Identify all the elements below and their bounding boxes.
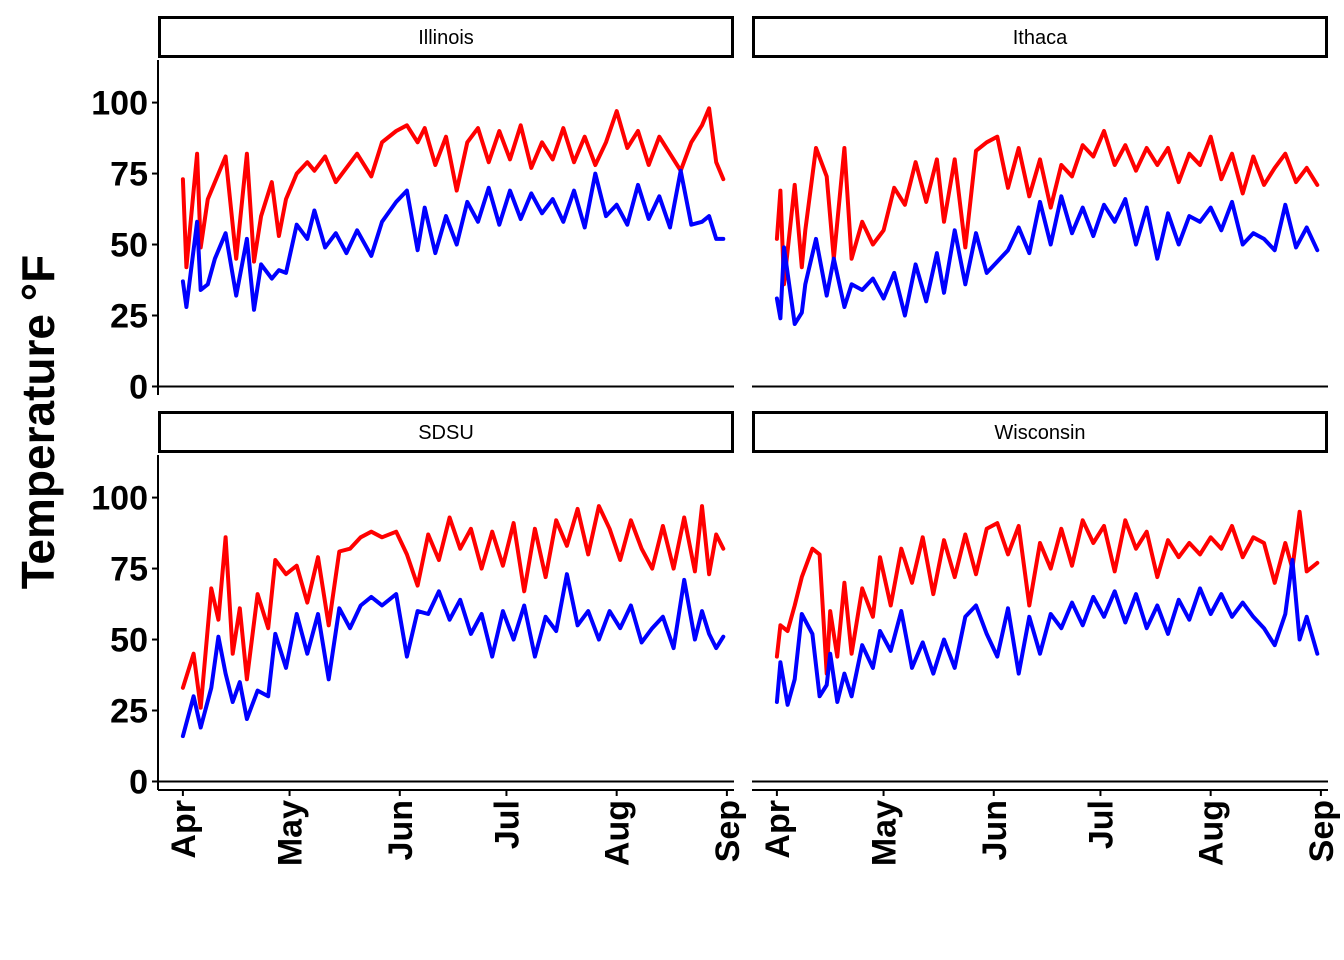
panel-title: Wisconsin <box>994 422 1085 444</box>
panel-strip <box>752 16 1328 58</box>
y-tick-label: 50 <box>110 622 148 660</box>
x-tick-label: Aug <box>1193 800 1231 866</box>
y-tick-label: 100 <box>91 480 148 518</box>
x-tick-label: Jun <box>382 800 420 860</box>
y-tick-label: 75 <box>110 156 148 194</box>
x-tick-label: Jun <box>976 800 1014 860</box>
y-tick-label: 50 <box>110 227 148 265</box>
panel-sdsu: SDSU 0 25 50 75 100 Apr May Jun Jul Aug Sep <box>91 411 747 866</box>
series-line-max <box>774 509 1320 676</box>
series-line-min <box>180 168 726 312</box>
y-tick-label: 100 <box>91 85 148 123</box>
x-tick-label: Jul <box>1082 800 1120 849</box>
panel-title: Illinois <box>418 27 474 49</box>
x-tick-label: Sep <box>709 800 747 862</box>
series-line-max <box>180 504 726 710</box>
x-tick-label: May <box>272 800 310 866</box>
y-tick-label: 0 <box>129 368 148 406</box>
series-line-min <box>774 558 1320 707</box>
x-tick-label: Jul <box>488 800 526 849</box>
panel-ithaca: Ithaca <box>752 16 1328 388</box>
y-tick-label: 0 <box>129 763 148 801</box>
y-tick-label: 25 <box>110 298 148 336</box>
panel-illinois: Illinois 0 25 50 75 100 <box>91 16 734 406</box>
x-tick-label: Aug <box>599 800 637 866</box>
panel-strip <box>158 411 734 453</box>
panel-title: Ithaca <box>1013 27 1068 49</box>
y-axis-label: Temperature °F <box>12 255 64 590</box>
panel-wisconsin: Wisconsin Apr May Jun Jul Aug Sep <box>752 411 1341 866</box>
x-tick-label: May <box>866 800 904 866</box>
series-line-min <box>774 194 1320 326</box>
panel-title: SDSU <box>418 422 474 444</box>
panels-layer: Illinois 0 25 50 75 100 Ithaca SDSU 0 25 50 75 100 Ap… <box>91 16 1341 866</box>
y-tick-label: 25 <box>110 693 148 731</box>
series-line-max <box>774 129 1320 287</box>
x-tick-label: Apr <box>759 800 797 859</box>
series-line-min <box>180 572 726 739</box>
y-tick-label: 75 <box>110 551 148 589</box>
panel-strip <box>158 16 734 58</box>
x-tick-label: Sep <box>1303 800 1341 862</box>
x-tick-label: Apr <box>165 800 203 859</box>
panel-strip <box>752 411 1328 453</box>
series-line-max <box>180 106 726 270</box>
